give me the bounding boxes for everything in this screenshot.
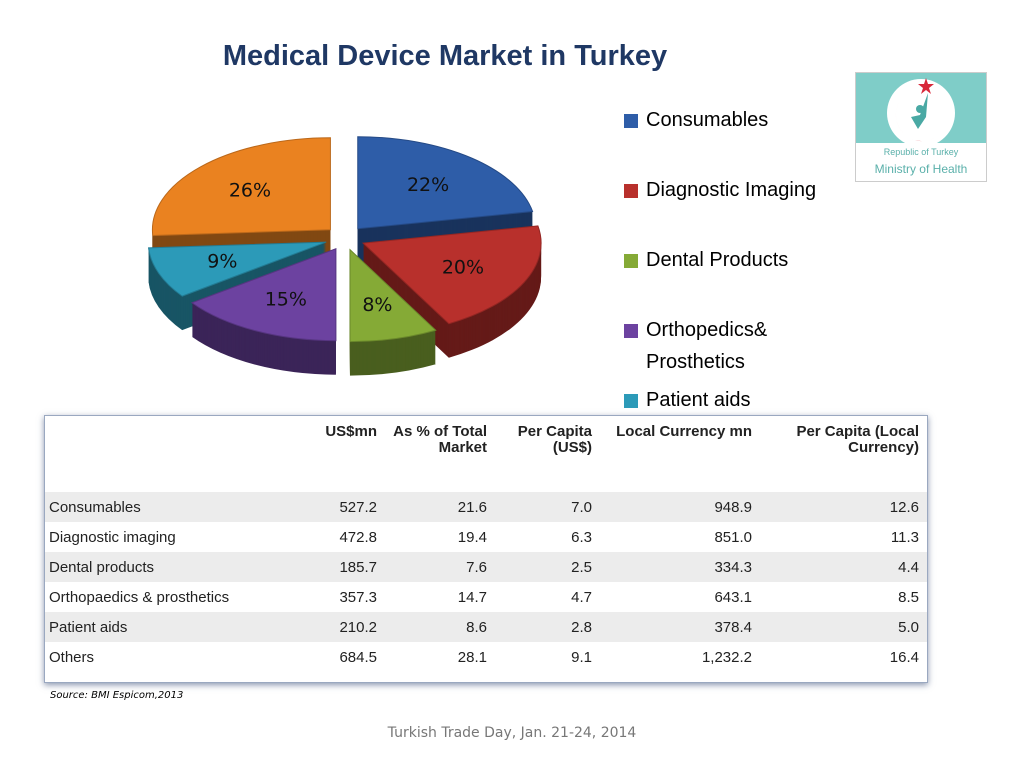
column-header: Per Capita (Local Currency) bbox=[796, 423, 919, 456]
cell-value: 9.1 bbox=[571, 648, 592, 666]
cell-value: 851.0 bbox=[714, 528, 752, 546]
legend-label: Diagnostic Imaging bbox=[646, 179, 817, 201]
pie-slice bbox=[147, 241, 327, 297]
cell-value: 5.0 bbox=[760, 612, 927, 642]
cell-value: 16.4 bbox=[889, 648, 919, 666]
slide-footer: Turkish Trade Day, Jan. 21-24, 2014 bbox=[387, 725, 637, 741]
row-label: Consumables bbox=[45, 492, 295, 522]
table-row: Orthopaedics & prosthetics 357.3 14.7 4.7 64… bbox=[45, 582, 927, 612]
row-label: Dental products bbox=[45, 552, 295, 582]
data-label: 15% bbox=[265, 289, 307, 311]
cell-value: 7.0 bbox=[495, 492, 600, 522]
cell-value: 2.5 bbox=[495, 552, 600, 582]
legend-item: Diagnostic Imaging bbox=[624, 174, 844, 206]
column-header: US$mn bbox=[325, 423, 377, 440]
cell-value: 357.3 bbox=[339, 588, 377, 606]
pie-slice bbox=[190, 247, 337, 342]
cell-value: 11.3 bbox=[890, 528, 919, 546]
table-row: Others 684.5 28.1 9.1 1,232.2 16.4 bbox=[45, 642, 927, 672]
cell-value: 6.3 bbox=[571, 528, 592, 546]
market-table: US$mn As % of Total Market Per Capita (US$… bbox=[44, 415, 928, 683]
pie-slice bbox=[361, 225, 542, 325]
cell-value: 8.6 bbox=[385, 612, 495, 642]
legend-item: Patient aids bbox=[624, 384, 844, 416]
cell-value: 472.8 bbox=[339, 528, 377, 546]
legend-label: Consumables bbox=[646, 109, 769, 131]
cell-value: 948.9 bbox=[600, 492, 760, 522]
row-label: Patient aids bbox=[45, 612, 295, 642]
legend-label: Dental Products bbox=[646, 249, 789, 271]
cell-value: 684.5 bbox=[339, 648, 377, 666]
cell-value: 21.6 bbox=[385, 492, 495, 522]
source-note: Source: BMI Espicom,2013 bbox=[50, 690, 184, 701]
table-row: Consumables 527.2 21.6 7.0 948.9 12.6 bbox=[45, 492, 927, 522]
cell-value: 2.8 bbox=[495, 612, 600, 642]
row-label: Orthopaedics & prosthetics bbox=[49, 588, 230, 606]
legend-swatch bbox=[624, 114, 638, 128]
pie-slice bbox=[349, 248, 437, 343]
data-label: 9% bbox=[207, 250, 237, 272]
data-label: 26% bbox=[229, 180, 271, 202]
data-label: 20% bbox=[442, 256, 484, 278]
column-header: Local Currency mn bbox=[616, 423, 752, 440]
chart-legend: Consumables Diagnostic Imaging Dental Prod… bbox=[624, 104, 844, 454]
cell-value: 7.6 bbox=[385, 552, 495, 582]
logo-line2: Ministry of Health bbox=[875, 162, 968, 176]
pie-slice bbox=[357, 136, 534, 230]
pie-chart: 22% 20% 8% 15% 9% 26% bbox=[147, 136, 542, 376]
logo-line1: Republic of Turkey bbox=[884, 147, 959, 157]
cell-value: 14.7 bbox=[457, 588, 487, 606]
legend-swatch bbox=[624, 184, 638, 198]
cell-value: 210.2 bbox=[295, 612, 385, 642]
cell-value: 334.3 bbox=[600, 552, 760, 582]
table-row: Dental products 185.7 7.6 2.5 334.3 4.4 bbox=[45, 552, 927, 582]
cell-value: 378.4 bbox=[600, 612, 760, 642]
column-header bbox=[45, 416, 295, 492]
cell-value: 527.2 bbox=[295, 492, 385, 522]
cell-value: 643.1 bbox=[714, 588, 752, 606]
legend-swatch bbox=[624, 324, 638, 338]
data-label: 22% bbox=[407, 174, 449, 196]
row-label: Diagnostic imaging bbox=[49, 528, 176, 546]
cell-value: 8.5 bbox=[898, 588, 919, 606]
pie-slice bbox=[151, 137, 331, 237]
ministry-of-health-logo: Republic of Turkey Ministry of Health bbox=[855, 72, 987, 182]
cell-value: 19.4 bbox=[457, 528, 487, 546]
column-header: Per Capita (US$) bbox=[517, 423, 592, 456]
slide-title: Medical Device Market in Turkey bbox=[222, 40, 668, 72]
legend-item: Orthopedics& Prosthetics bbox=[624, 314, 844, 378]
column-header: As % of Total Market bbox=[393, 423, 487, 456]
table-row: Patient aids 210.2 8.6 2.8 378.4 5.0 bbox=[45, 612, 927, 642]
legend-item: Consumables bbox=[624, 104, 844, 136]
cell-value: 28.1 bbox=[457, 648, 487, 666]
cell-value: 4.7 bbox=[571, 588, 592, 606]
row-label: Others bbox=[49, 648, 95, 666]
legend-label: Patient aids bbox=[646, 389, 751, 411]
cell-value: 4.4 bbox=[760, 552, 927, 582]
legend-swatch bbox=[624, 254, 638, 268]
table-row: Diagnostic imaging 472.8 19.4 6.3 851.0 11.3 bbox=[45, 522, 927, 552]
legend-swatch bbox=[624, 394, 638, 408]
cell-value: 12.6 bbox=[760, 492, 927, 522]
legend-item: Dental Products bbox=[624, 244, 844, 276]
cell-value: 1,232.2 bbox=[701, 648, 752, 666]
cell-value: 185.7 bbox=[295, 552, 385, 582]
legend-label: Orthopedics& Prosthetics bbox=[646, 319, 768, 373]
data-label: 8% bbox=[362, 294, 392, 316]
